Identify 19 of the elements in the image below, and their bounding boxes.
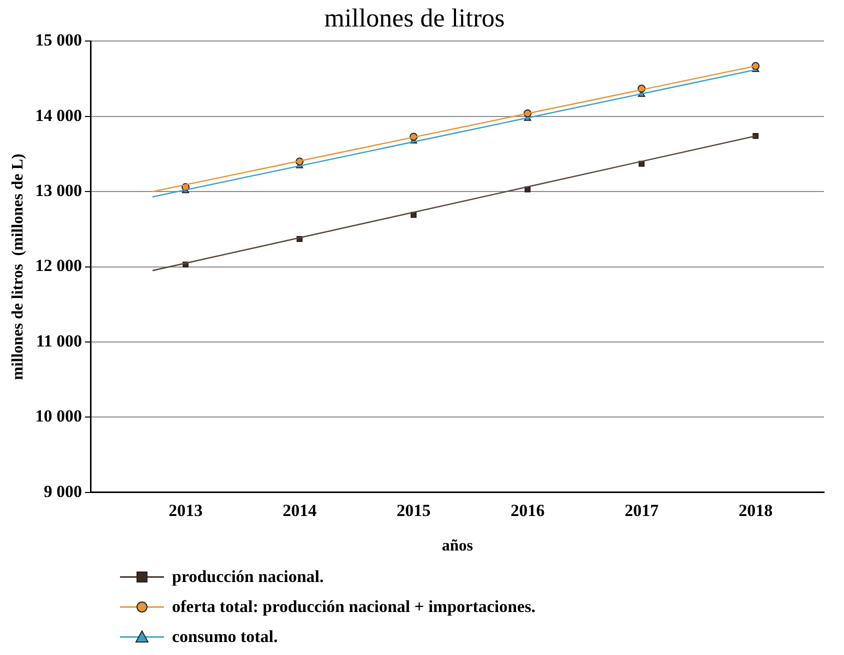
x-tick-label: 2015	[396, 500, 431, 520]
y-tick-label: 12 000	[35, 256, 82, 276]
legend-label: consumo total.	[172, 627, 278, 647]
y-tick-label: 15 000	[35, 30, 82, 50]
chart-title: millones de litros	[324, 3, 505, 32]
legend-label: producción nacional.	[172, 567, 324, 587]
x-tick-label: 2014	[282, 500, 318, 520]
y-axis-title: millones de litros (millones de L)	[10, 154, 27, 380]
y-tick-label: 14 000	[35, 106, 82, 125]
x-tick-label: 2016	[510, 500, 545, 520]
y-tick-label: 9 000	[44, 482, 82, 501]
y-tick-label: 13 000	[35, 180, 82, 200]
y-tick-label: 10 000	[35, 406, 82, 426]
x-axis-title: años	[442, 538, 474, 555]
x-tick-label: 2018	[738, 500, 773, 520]
x-tick-label: 2017	[624, 500, 660, 520]
legend-label: oferta total: producción nacional + importaciones.	[172, 597, 536, 617]
y-tick-label: 11 000	[36, 331, 82, 350]
x-tick-label: 2013	[168, 500, 203, 520]
